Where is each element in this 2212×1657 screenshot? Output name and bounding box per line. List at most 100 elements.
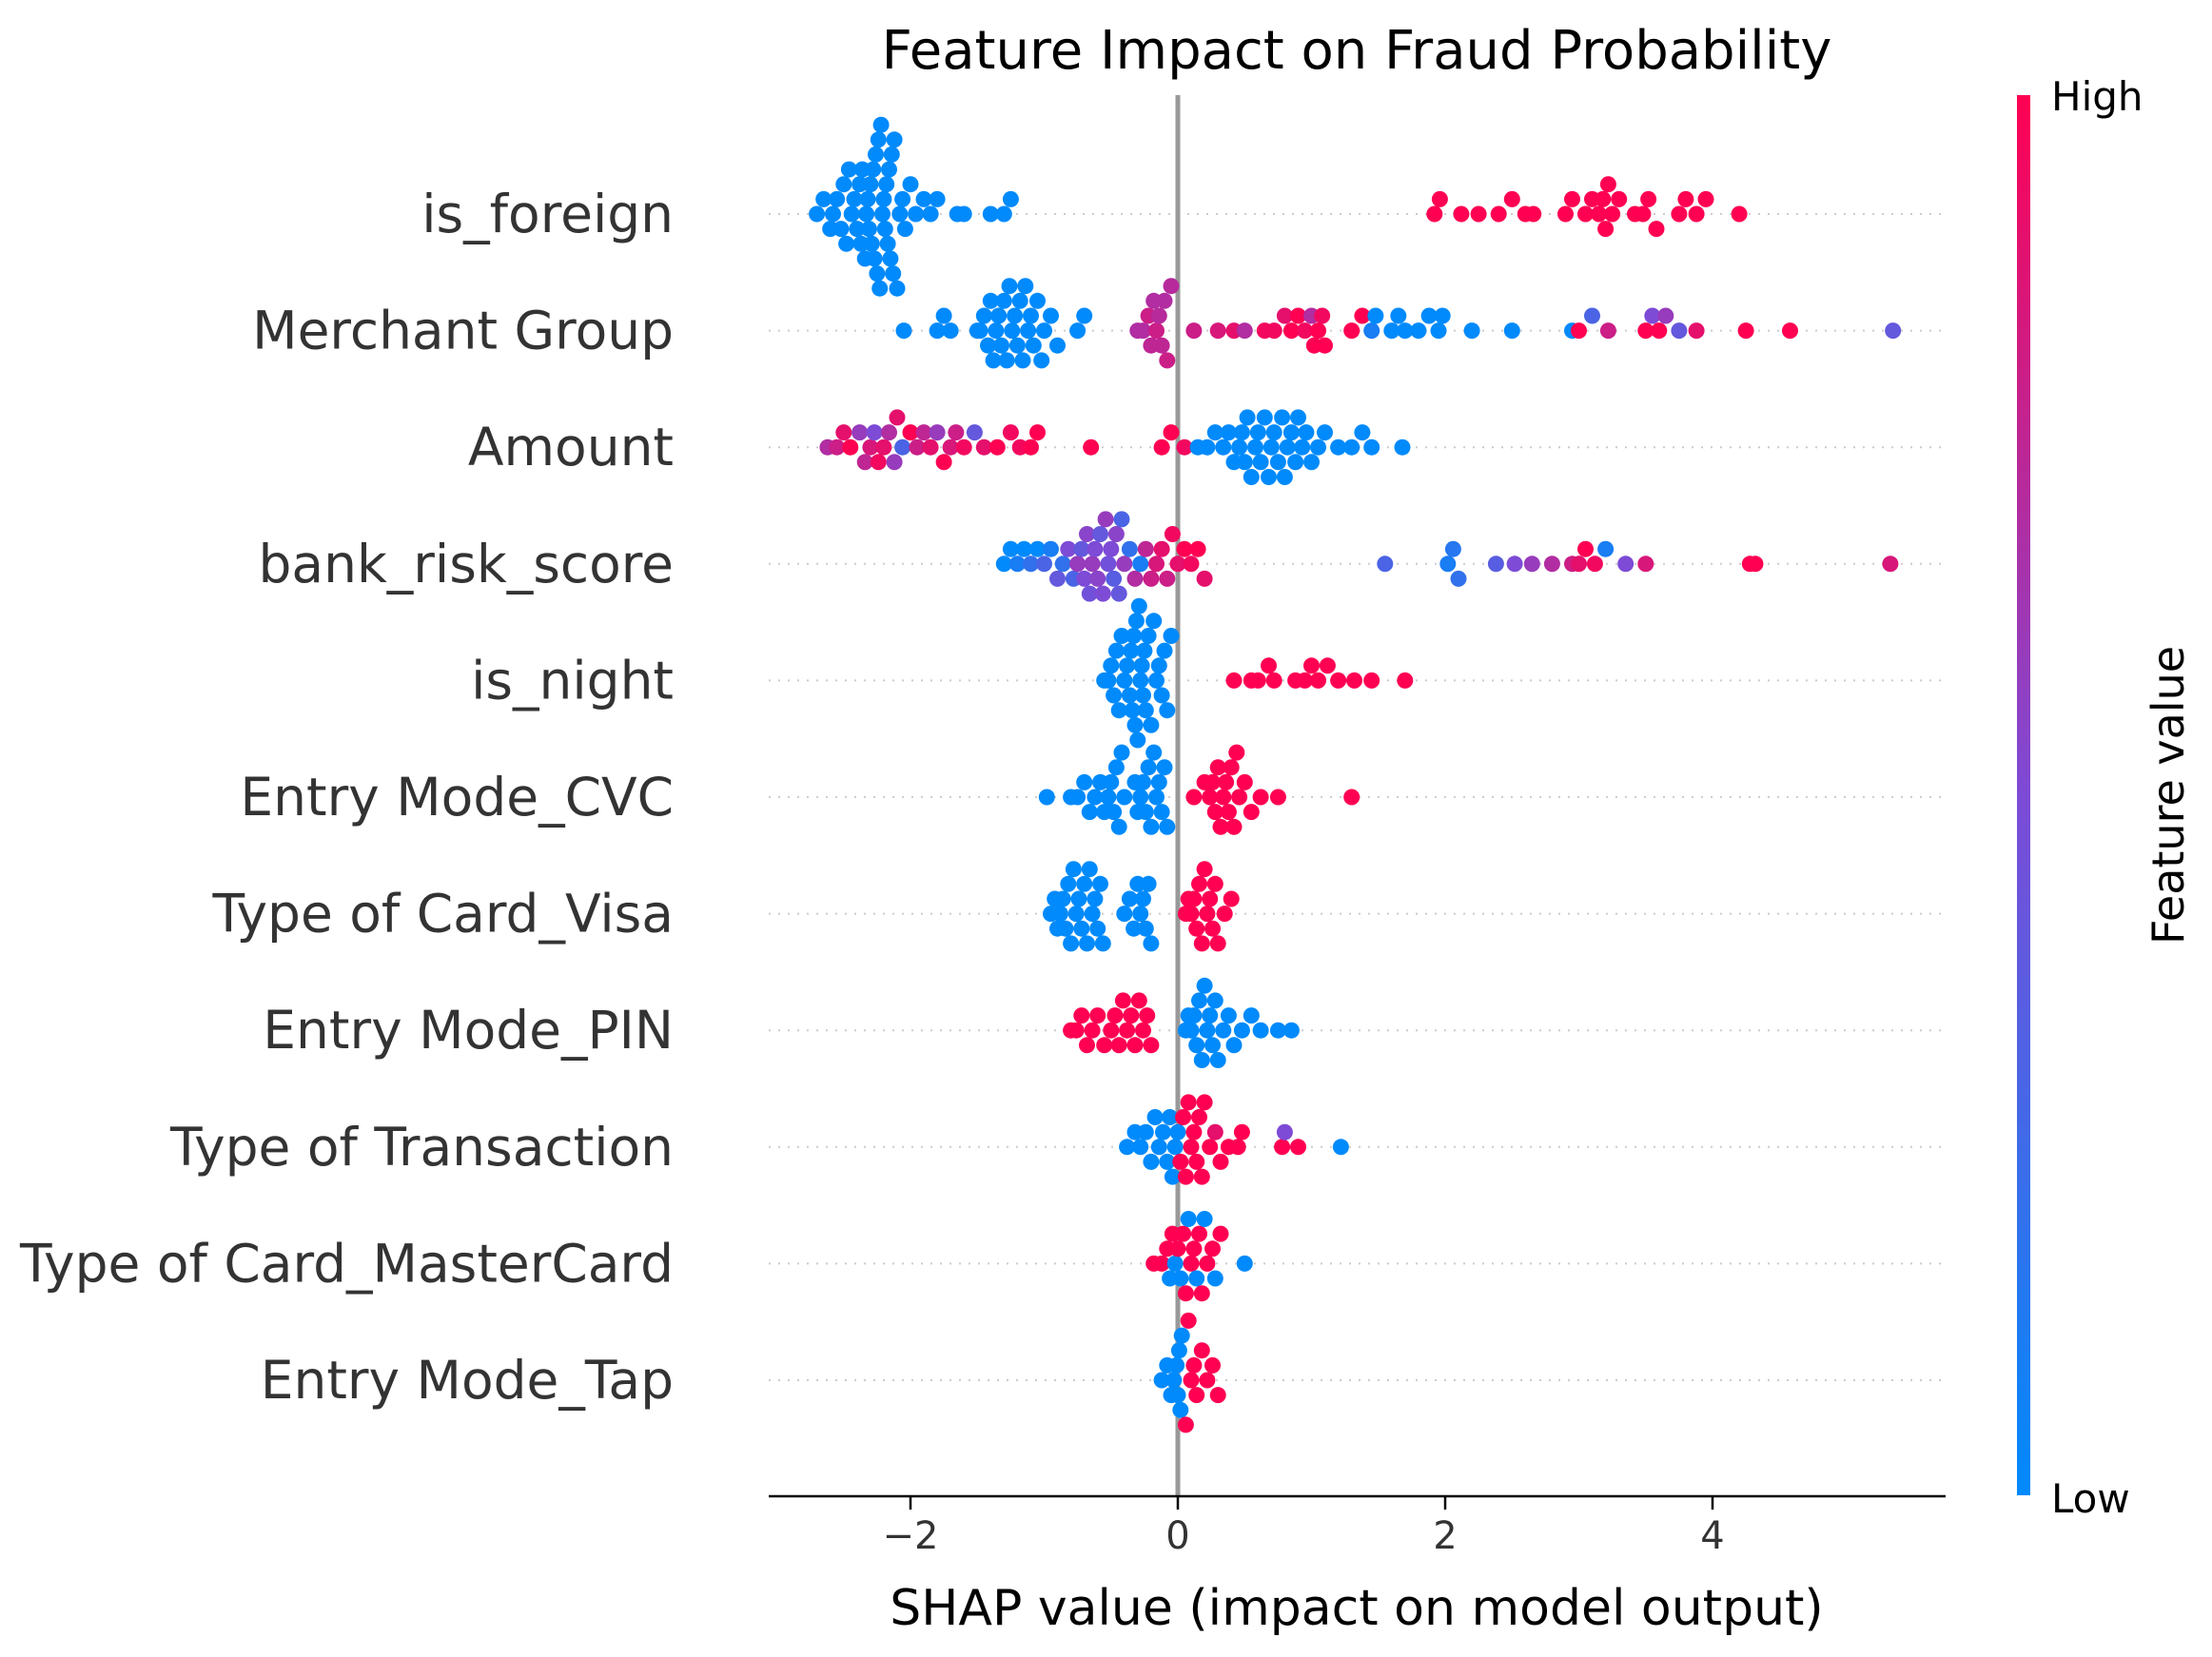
data-point bbox=[990, 307, 1008, 324]
data-point bbox=[1591, 205, 1608, 223]
data-point bbox=[849, 221, 866, 238]
data-point bbox=[1584, 307, 1600, 324]
data-point bbox=[1346, 672, 1362, 689]
data-point bbox=[1225, 1037, 1243, 1054]
data-point bbox=[1737, 322, 1754, 340]
data-point bbox=[1688, 205, 1705, 223]
feature-label: is_night bbox=[471, 650, 674, 711]
data-point bbox=[1782, 322, 1798, 340]
data-point bbox=[1648, 221, 1665, 238]
data-point bbox=[1265, 322, 1282, 340]
data-point bbox=[1096, 1037, 1113, 1054]
data-point bbox=[1263, 439, 1280, 456]
data-point bbox=[1116, 789, 1133, 806]
data-point bbox=[1140, 759, 1157, 776]
data-point bbox=[1188, 1037, 1205, 1054]
feature-label: Merchant Group bbox=[252, 301, 674, 361]
data-point bbox=[1204, 1240, 1221, 1257]
data-point bbox=[1597, 221, 1615, 238]
data-point bbox=[1124, 702, 1141, 719]
data-point bbox=[1113, 628, 1130, 644]
data-point bbox=[1008, 337, 1026, 354]
data-point bbox=[1688, 322, 1705, 340]
data-point bbox=[1137, 920, 1154, 937]
data-point bbox=[1354, 424, 1371, 441]
data-point bbox=[1202, 789, 1219, 806]
data-point bbox=[1463, 322, 1480, 340]
data-point bbox=[1043, 307, 1059, 324]
feature-label: Type of Card_MasterCard bbox=[19, 1233, 674, 1294]
colorbar-low-label: Low bbox=[2051, 1475, 2130, 1522]
data-point bbox=[835, 424, 852, 441]
data-point bbox=[995, 556, 1012, 573]
data-point bbox=[1163, 424, 1180, 441]
data-point bbox=[1065, 861, 1082, 878]
data-point bbox=[1132, 789, 1149, 806]
data-point bbox=[1081, 585, 1098, 602]
data-point bbox=[1159, 352, 1176, 369]
data-point bbox=[1140, 628, 1157, 644]
data-point bbox=[1265, 424, 1282, 441]
data-point bbox=[1330, 672, 1347, 689]
data-point bbox=[1212, 818, 1229, 835]
data-point bbox=[1063, 935, 1080, 952]
data-point bbox=[1249, 424, 1266, 441]
data-point bbox=[1439, 556, 1457, 573]
data-point bbox=[1002, 190, 1019, 207]
data-point bbox=[1397, 672, 1414, 689]
data-point bbox=[1106, 687, 1123, 704]
data-point bbox=[1092, 526, 1108, 542]
data-point bbox=[1110, 702, 1127, 719]
data-point bbox=[1143, 1153, 1160, 1170]
data-point bbox=[1212, 1153, 1229, 1170]
data-point bbox=[1180, 1211, 1197, 1227]
data-point bbox=[1279, 439, 1296, 456]
data-point bbox=[1014, 352, 1031, 369]
data-point bbox=[1110, 585, 1127, 602]
data-point bbox=[1185, 1356, 1203, 1374]
data-point bbox=[1103, 540, 1120, 557]
feature-label: bank_risk_score bbox=[258, 534, 674, 595]
data-point bbox=[1017, 278, 1034, 295]
data-point bbox=[1007, 307, 1024, 324]
data-point bbox=[1206, 424, 1223, 441]
data-point bbox=[1188, 1270, 1205, 1287]
data-point bbox=[942, 322, 959, 340]
data-point bbox=[1148, 322, 1165, 340]
data-point bbox=[809, 205, 826, 223]
data-points bbox=[809, 116, 1902, 1433]
data-point bbox=[1310, 672, 1326, 689]
data-point bbox=[1029, 540, 1046, 557]
data-point bbox=[1015, 540, 1032, 557]
data-point bbox=[1274, 1139, 1291, 1156]
data-point bbox=[982, 205, 999, 223]
data-point bbox=[1121, 890, 1138, 907]
data-point bbox=[1490, 205, 1507, 223]
data-point bbox=[1137, 702, 1154, 719]
data-point bbox=[1269, 1022, 1286, 1039]
data-point bbox=[1159, 818, 1176, 835]
data-point bbox=[1252, 789, 1269, 806]
data-point bbox=[1236, 773, 1253, 790]
data-point bbox=[1564, 190, 1580, 207]
data-point bbox=[1145, 613, 1163, 630]
data-point bbox=[1121, 687, 1138, 704]
data-point bbox=[1503, 190, 1520, 207]
data-point bbox=[1089, 920, 1106, 937]
x-tick-label: −2 bbox=[883, 1514, 939, 1558]
data-point bbox=[1132, 1139, 1149, 1156]
data-point bbox=[1243, 804, 1260, 821]
data-point bbox=[1170, 1342, 1187, 1359]
data-point bbox=[1103, 1022, 1120, 1039]
data-point bbox=[1159, 570, 1176, 587]
data-point bbox=[1394, 439, 1411, 456]
data-point bbox=[856, 454, 873, 471]
x-axis-title: SHAP value (impact on model output) bbox=[890, 1580, 1823, 1637]
data-point bbox=[1100, 556, 1117, 573]
data-point bbox=[1049, 570, 1066, 587]
data-point bbox=[1054, 556, 1071, 573]
data-point bbox=[1193, 1342, 1210, 1359]
data-point bbox=[1577, 205, 1594, 223]
data-point bbox=[1116, 556, 1133, 573]
data-point bbox=[1199, 1022, 1216, 1039]
